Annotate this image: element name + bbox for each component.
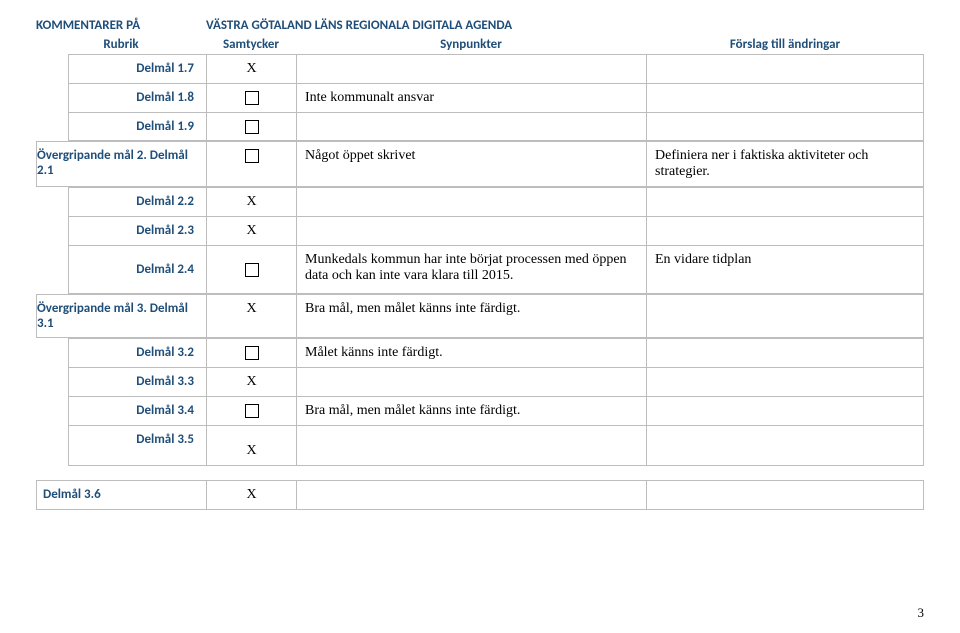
table-row: Delmål 2.4 Munkedals kommun har inte bör…: [69, 246, 924, 294]
rubrik-cell: Delmål 3.4: [69, 397, 207, 426]
syn-cell: [297, 426, 647, 466]
rubrik-cell: Delmål 3.5: [69, 426, 207, 466]
forslag-cell: Definiera ner i faktiska aktiviteter och…: [647, 142, 924, 187]
samtycker-cell: [207, 246, 297, 294]
samtycker-cell: X: [207, 188, 297, 217]
checkbox-icon: [245, 91, 259, 105]
forslag-cell: [647, 368, 924, 397]
data-table-4: Övergripande mål 3. Delmål 3.1 X Bra mål…: [36, 294, 924, 338]
table-row: Delmål 3.4 Bra mål, men målet känns inte…: [69, 397, 924, 426]
header-row: KOMMENTARER PÅ VÄSTRA GÖTALAND LÄNS REGI…: [36, 18, 924, 33]
syn-cell: Bra mål, men målet känns inte färdigt.: [297, 295, 647, 338]
forslag-cell: En vidare tidplan: [647, 246, 924, 294]
table-row: Delmål 2.3 X: [69, 217, 924, 246]
data-table-2: Övergripande mål 2. Delmål 2.1 Något öpp…: [36, 141, 924, 187]
rubrik-cell: Delmål 2.4: [69, 246, 207, 294]
table-row: Delmål 1.8 Inte kommunalt ansvar: [69, 84, 924, 113]
rubrik-cell: Övergripande mål 2. Delmål 2.1: [37, 142, 207, 187]
table-row: Delmål 3.6 X: [37, 481, 924, 510]
x-mark: X: [246, 443, 256, 458]
forslag-cell: [647, 188, 924, 217]
data-table-1: Delmål 1.7 X Delmål 1.8 Inte kommunalt a…: [68, 54, 924, 141]
checkbox-icon: [245, 263, 259, 277]
samtycker-cell: [207, 84, 297, 113]
table-row: Övergripande mål 2. Delmål 2.1 Något öpp…: [37, 142, 924, 187]
col-forslag: Förslag till ändringar: [646, 37, 924, 52]
table-row: Delmål 3.3 X: [69, 368, 924, 397]
x-mark: X: [246, 374, 256, 389]
samtycker-cell: [207, 397, 297, 426]
syn-cell: Inte kommunalt ansvar: [297, 84, 647, 113]
rubrik-cell: Delmål 3.2: [69, 339, 207, 368]
syn-cell: Bra mål, men målet känns inte färdigt.: [297, 397, 647, 426]
data-table-5: Delmål 3.2 Målet känns inte färdigt. Del…: [68, 338, 924, 466]
checkbox-icon: [245, 346, 259, 360]
samtycker-cell: X: [207, 481, 297, 510]
forslag-cell: [647, 481, 924, 510]
table-row: Delmål 3.2 Målet känns inte färdigt.: [69, 339, 924, 368]
samtycker-cell: X: [207, 55, 297, 84]
x-mark: X: [246, 301, 256, 316]
syn-cell: [297, 188, 647, 217]
col-syn: Synpunkter: [296, 37, 646, 52]
syn-cell: Något öppet skrivet: [297, 142, 647, 187]
forslag-cell: [647, 113, 924, 141]
samtycker-cell: [207, 142, 297, 187]
forslag-cell: [647, 397, 924, 426]
syn-cell: Munkedals kommun har inte börjat process…: [297, 246, 647, 294]
syn-cell: [297, 481, 647, 510]
x-mark: X: [246, 61, 256, 76]
syn-cell: [297, 113, 647, 141]
table-block-5: Delmål 3.2 Målet känns inte färdigt. Del…: [68, 338, 924, 466]
x-mark: X: [246, 194, 256, 209]
syn-cell: [297, 55, 647, 84]
header-title: VÄSTRA GÖTALAND LÄNS REGIONALA DIGITALA …: [206, 18, 924, 33]
checkbox-icon: [245, 404, 259, 418]
data-table-3: Delmål 2.2 X Delmål 2.3 X Delmål 2.4 Mun…: [68, 187, 924, 294]
checkbox-icon: [245, 149, 259, 163]
col-rubrik: Rubrik: [36, 37, 206, 52]
samtycker-cell: X: [207, 426, 297, 466]
table-row: Delmål 1.9: [69, 113, 924, 141]
table-row: Delmål 2.2 X: [69, 188, 924, 217]
checkbox-icon: [245, 120, 259, 134]
rubrik-cell: Delmål 3.3: [69, 368, 207, 397]
syn-cell: [297, 217, 647, 246]
col-samtycker: Samtycker: [206, 37, 296, 52]
page: KOMMENTARER PÅ VÄSTRA GÖTALAND LÄNS REGI…: [0, 0, 960, 510]
forslag-cell: [647, 55, 924, 84]
samtycker-cell: X: [207, 295, 297, 338]
syn-cell: Målet känns inte färdigt.: [297, 339, 647, 368]
table-row: Delmål 3.5 X: [69, 426, 924, 466]
header-left-label: KOMMENTARER PÅ: [36, 18, 206, 33]
rubrik-cell: Övergripande mål 3. Delmål 3.1: [37, 295, 207, 338]
rubrik-cell: Delmål 1.8: [69, 84, 207, 113]
x-mark: X: [246, 487, 256, 502]
page-number: 3: [918, 605, 925, 621]
rubrik-cell: Delmål 3.6: [37, 481, 207, 510]
samtycker-cell: X: [207, 217, 297, 246]
table-block-1: Delmål 1.7 X Delmål 1.8 Inte kommunalt a…: [68, 54, 924, 141]
rubrik-cell: Delmål 2.3: [69, 217, 207, 246]
rubrik-cell: Delmål 1.9: [69, 113, 207, 141]
forslag-cell: [647, 339, 924, 368]
x-mark: X: [246, 223, 256, 238]
table-block-3: Delmål 2.2 X Delmål 2.3 X Delmål 2.4 Mun…: [68, 187, 924, 294]
forslag-cell: [647, 295, 924, 338]
samtycker-cell: [207, 339, 297, 368]
forslag-cell: [647, 84, 924, 113]
spacer: [36, 466, 924, 480]
forslag-cell: [647, 426, 924, 466]
table-row: Delmål 1.7 X: [69, 55, 924, 84]
rubrik-cell: Delmål 2.2: [69, 188, 207, 217]
samtycker-cell: X: [207, 368, 297, 397]
samtycker-cell: [207, 113, 297, 141]
syn-cell: [297, 368, 647, 397]
column-headers: Rubrik Samtycker Synpunkter Förslag till…: [36, 37, 924, 52]
rubrik-cell: Delmål 1.7: [69, 55, 207, 84]
table-row: Övergripande mål 3. Delmål 3.1 X Bra mål…: [37, 295, 924, 338]
data-table-6: Delmål 3.6 X: [36, 480, 924, 510]
forslag-cell: [647, 217, 924, 246]
